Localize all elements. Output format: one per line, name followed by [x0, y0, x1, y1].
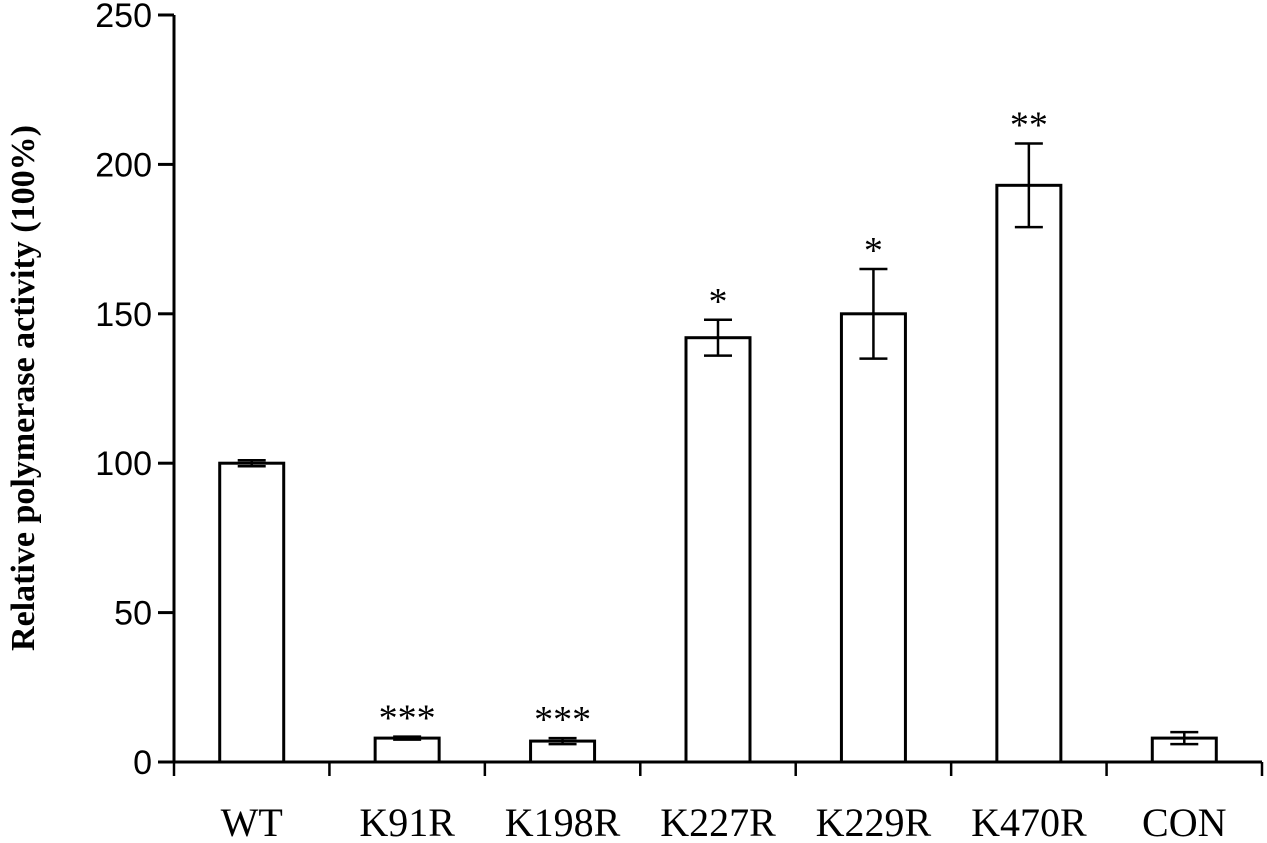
significance-label: **	[1010, 104, 1048, 146]
y-tick-label: 50	[114, 595, 152, 633]
category-label: K91R	[359, 800, 455, 843]
bar-k470r	[995, 183, 1063, 764]
category-label: WT	[221, 800, 283, 843]
category-label: K229R	[816, 800, 932, 843]
bar-k227r	[684, 336, 752, 764]
significance-label: ***	[534, 699, 591, 741]
y-tick-label: 0	[133, 744, 152, 782]
bar-wt	[218, 461, 286, 764]
category-label: K470R	[971, 800, 1087, 843]
significance-label: *	[864, 230, 883, 272]
axes: 0 50 100 150 200 250	[95, 0, 1264, 782]
bar-k91r	[373, 736, 441, 764]
y-tick-label: 200	[95, 146, 152, 184]
category-label: K198R	[505, 800, 621, 843]
bar-k229r	[839, 312, 907, 764]
y-axis-label-group: Relative polymerase activity (100%)	[5, 125, 42, 651]
significance-label: *	[709, 281, 728, 323]
category-label: CON	[1142, 800, 1226, 843]
significance-label: ***	[379, 698, 436, 740]
y-tick-label: 250	[95, 0, 152, 35]
y-axis-label: Relative polymerase activity (100%)	[5, 125, 42, 651]
y-tick-label: 100	[95, 445, 152, 483]
category-label: K227R	[660, 800, 776, 843]
bars: WT *** K91R *** K198R * K227R * K229R ** K470R CON	[218, 104, 1227, 843]
y-tick-label: 150	[95, 296, 152, 334]
